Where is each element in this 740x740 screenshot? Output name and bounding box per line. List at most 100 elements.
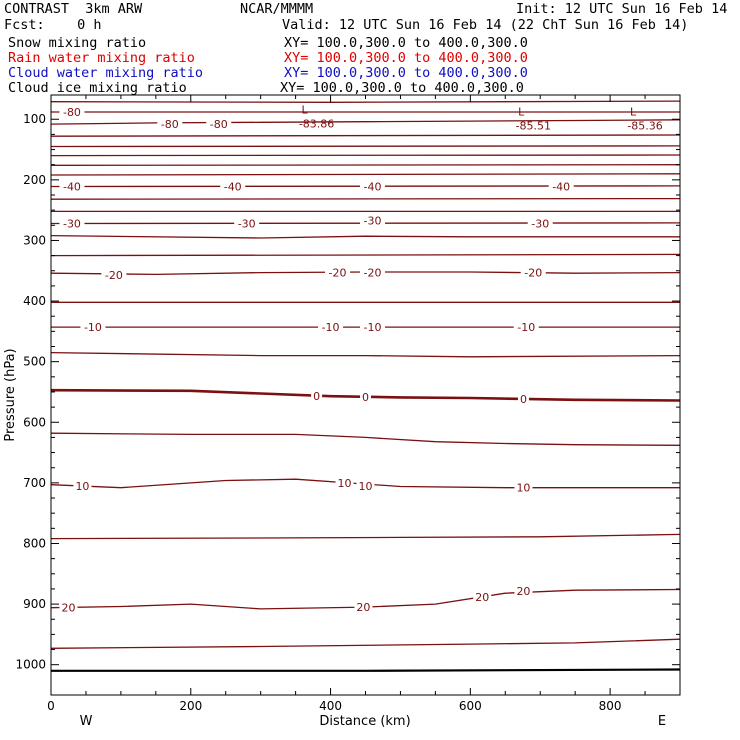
contour-line [51, 145, 680, 148]
field-xy-rain: XY= 100.0,300.0 to 400.0,300.0 [284, 50, 528, 66]
contour-label: -40 [552, 181, 570, 194]
contour-label-bg [101, 269, 127, 281]
x-tick-label: 0 [47, 699, 55, 713]
contour-label-bg [234, 217, 260, 230]
x-axis-ticks: 0 200 400 600 800 [47, 95, 681, 713]
low-value: -85.51 [515, 119, 550, 132]
y-tick-label: 800 [23, 536, 46, 550]
contour-label: 10 [359, 480, 373, 493]
contour-label-bg [318, 321, 344, 334]
contour-line [51, 154, 680, 157]
contour-label-bg [73, 479, 92, 492]
contour-label-bg [513, 321, 539, 334]
field-label-rain: Rain water mixing ratio [8, 50, 195, 66]
header-init: Init: 12 UTC Sun 16 Feb 14 [516, 1, 728, 17]
contour-label-bg [514, 584, 533, 597]
contour-line [51, 432, 680, 446]
contour-label-bg [157, 118, 183, 131]
contour-line [51, 100, 680, 103]
low-marker: L [630, 105, 637, 118]
field-label-cloud-ice: Cloud ice mixing ratio [8, 80, 187, 96]
contour-label: 0 [520, 393, 527, 406]
contour-lines [51, 100, 680, 672]
contour-label-bg [356, 479, 375, 492]
x-tick-label: 600 [459, 699, 482, 713]
contour-label: -30 [238, 217, 256, 230]
y-axis-label: Pressure (hPa) [3, 348, 18, 441]
header-valid: Valid: 12 UTC Sun 16 Feb 14 (22 ChT Sun … [282, 17, 689, 33]
contour-label: 20 [61, 602, 75, 615]
field-label-snow: Snow mixing ratio [8, 35, 147, 51]
contour-label-bg [220, 180, 246, 193]
contour-label-bg [473, 590, 492, 603]
contour-label: -80 [210, 118, 228, 131]
field-label-cloud-water: Cloud water mixing ratio [8, 65, 204, 81]
low-value: -83.86 [299, 118, 334, 131]
contour-label: -20 [364, 267, 382, 280]
contour-label-bg [335, 476, 354, 489]
contour-label-bg [59, 601, 78, 614]
y-tick-label: 400 [23, 294, 46, 308]
low-marker: L [518, 105, 525, 118]
header-title: CONTRAST 3km ARW [4, 1, 143, 17]
contour-label: -20 [329, 267, 347, 280]
contour-line [51, 234, 680, 239]
contour-label: 10 [75, 480, 89, 493]
contour-label: 0 [313, 390, 320, 403]
contour-label: -20 [105, 269, 123, 282]
contour-label-bg [517, 393, 529, 406]
contour-label: -20 [524, 267, 542, 280]
x-axis-label: Distance (km) [319, 714, 410, 729]
x-axis-west-label: W [80, 714, 93, 729]
field-xy-snow: XY= 100.0,300.0 to 400.0,300.0 [284, 35, 528, 51]
low-markers: L-83.86L-85.51L-85.36 [299, 104, 663, 133]
x-axis-east-label: E [658, 714, 666, 729]
contour-label-bg [359, 180, 385, 193]
contour-label-bg [359, 321, 385, 334]
contour-label: 10 [338, 477, 352, 490]
contour-label-bg [59, 217, 85, 230]
contour-label: -30 [364, 214, 382, 227]
x-tick-label: 200 [179, 699, 202, 713]
contour-line [51, 119, 680, 125]
contour-label-bg [311, 390, 323, 403]
x-tick-label: 400 [319, 699, 342, 713]
field-xy-cloud-water: XY= 100.0,300.0 to 400.0,300.0 [284, 65, 528, 81]
contour-label: -10 [517, 321, 535, 334]
y-tick-label: 200 [23, 173, 46, 187]
field-xy-cloud-ice: XY= 100.0,300.0 to 400.0,300.0 [280, 80, 524, 96]
contour-label: -80 [63, 106, 81, 119]
contour-label: 10 [516, 482, 530, 495]
contour-label-bg [59, 180, 85, 193]
ground-line [51, 668, 680, 672]
contour-label: -40 [224, 181, 242, 194]
contour-label: -10 [322, 321, 340, 334]
contour-label-bg [520, 266, 546, 279]
header-center: NCAR/MMMM [240, 1, 314, 17]
x-tick-label: 800 [599, 699, 622, 713]
y-tick-label: 500 [23, 355, 46, 369]
contour-label: 20 [475, 591, 489, 604]
contour-label-bg [325, 266, 351, 279]
contour-line [51, 197, 680, 200]
y-tick-label: 1000 [15, 658, 46, 672]
contour-label-bg [527, 217, 553, 230]
contour-label: -10 [84, 321, 102, 334]
contour-label: -10 [364, 321, 382, 334]
y-tick-label: 300 [23, 233, 46, 247]
contour-label-bg [80, 321, 106, 334]
contour-label-bg [59, 105, 85, 118]
contour-label: 0 [362, 391, 369, 404]
contour-label: -30 [63, 217, 81, 230]
contour-label-bg [354, 601, 373, 614]
contour-line [51, 134, 680, 137]
contour-line [51, 351, 680, 358]
contour-label: 20 [356, 601, 370, 614]
y-tick-label: 600 [23, 415, 46, 429]
contour-label-bg [514, 481, 533, 494]
contour-label: -30 [531, 217, 549, 230]
contour-line [51, 164, 680, 166]
y-tick-label: 700 [23, 476, 46, 490]
